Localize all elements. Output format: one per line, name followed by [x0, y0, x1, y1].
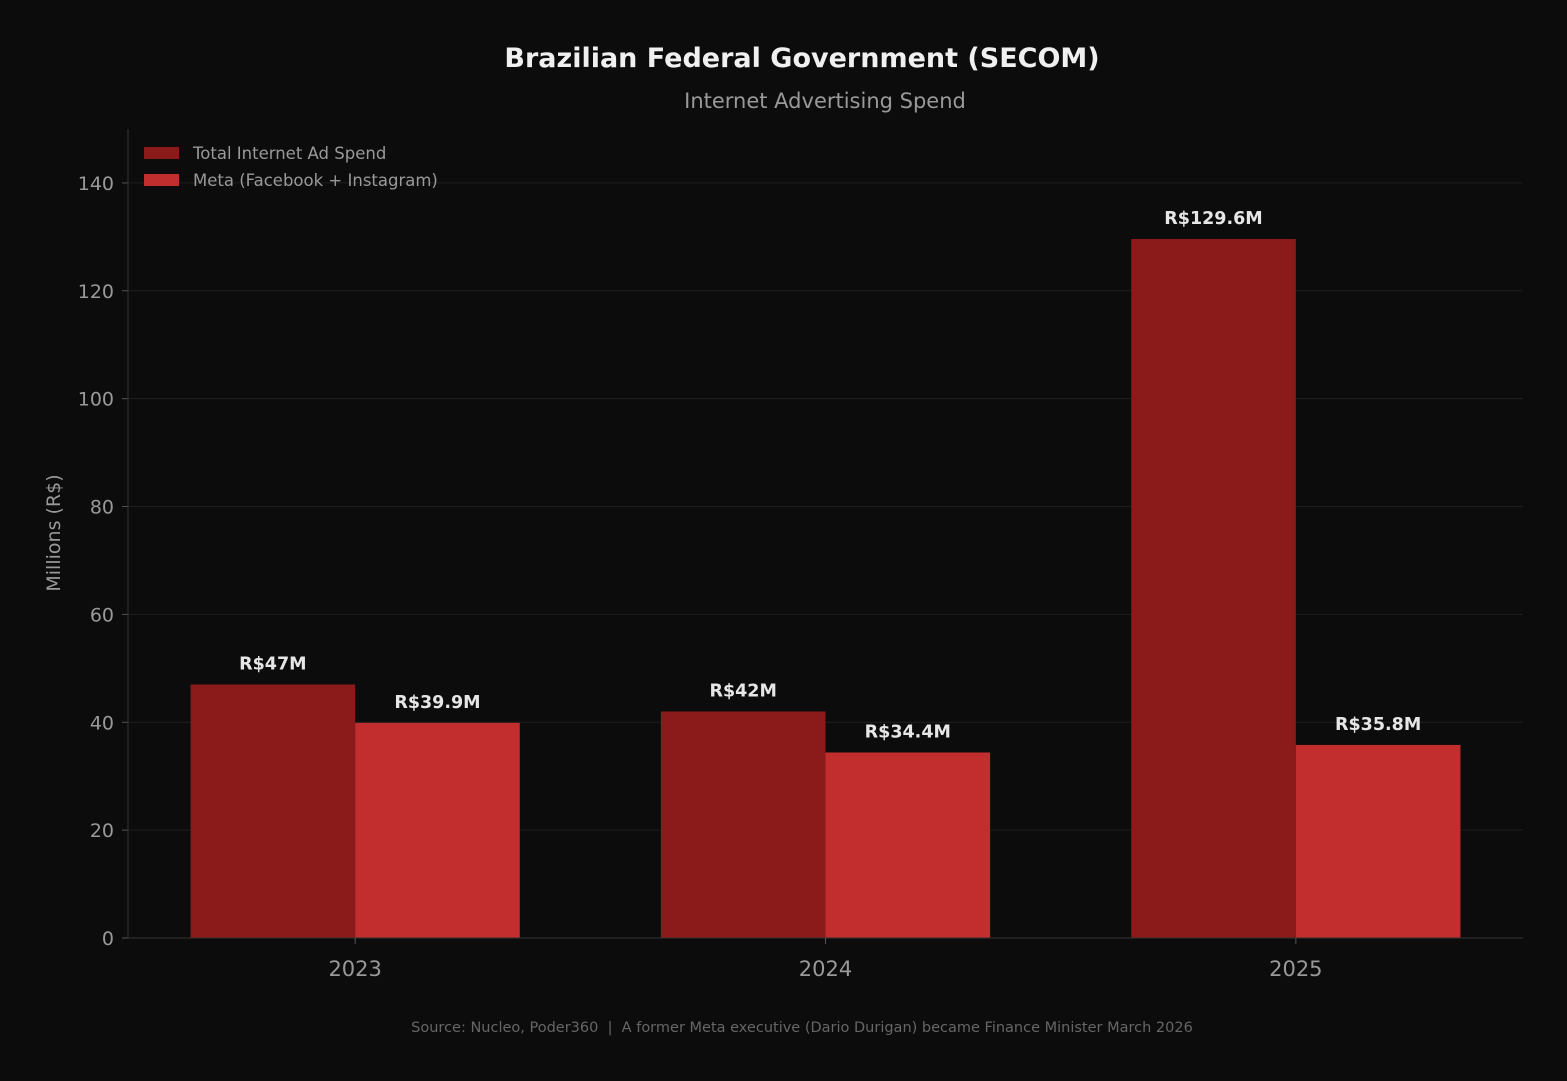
y-tick-label: 80 [90, 497, 114, 519]
bar-total-2023 [190, 684, 356, 938]
bar-meta-2023 [355, 722, 520, 938]
legend-swatch [144, 147, 179, 159]
bar-total-2024 [660, 711, 826, 938]
legend-swatch [144, 174, 179, 186]
chart-subtitle: Internet Advertising Spend [684, 89, 966, 113]
gridlines [128, 182, 1523, 831]
legend-label: Meta (Facebook + Instagram) [193, 171, 438, 190]
data-label: R$35.8M [1335, 715, 1421, 735]
footer-source: Source: Nucleo, Poder360 | A former Meta… [411, 1020, 1193, 1036]
y-tick-label: 40 [90, 712, 114, 734]
bar-total-2025 [1131, 239, 1296, 939]
legend-label: Total Internet Ad Spend [192, 144, 386, 163]
y-tick-label: 60 [90, 604, 114, 626]
y-tick-label: 120 [78, 281, 114, 303]
x-tick-label: 2024 [799, 957, 852, 981]
data-label: R$129.6M [1164, 209, 1262, 229]
legend: Total Internet Ad Spend Meta (Facebook + … [144, 144, 438, 190]
bar-meta-2025 [1295, 744, 1461, 938]
x-tick-label: 2025 [1269, 957, 1322, 981]
data-label: R$34.4M [865, 722, 951, 742]
y-tick-label: 20 [90, 820, 114, 842]
y-tick-label: 0 [102, 928, 114, 950]
y-tick-label: 100 [78, 389, 114, 411]
y-tick-label: 140 [78, 173, 114, 195]
bars: R$47M R$39.9M R$42M R$34.4M R$129.6M R$35.8M [190, 209, 1461, 939]
y-axis-label: Millions (R$) [43, 474, 65, 591]
x-tick-label: 2023 [328, 957, 381, 981]
axes: 0 20 40 60 80 100 120 140 2023 2024 2025 [78, 129, 1523, 981]
data-label: R$39.9M [394, 693, 480, 713]
chart-title: Brazilian Federal Government (SECOM) [504, 43, 1099, 74]
bar-meta-2024 [825, 752, 991, 938]
data-label: R$47M [239, 655, 306, 675]
data-label: R$42M [709, 681, 776, 701]
